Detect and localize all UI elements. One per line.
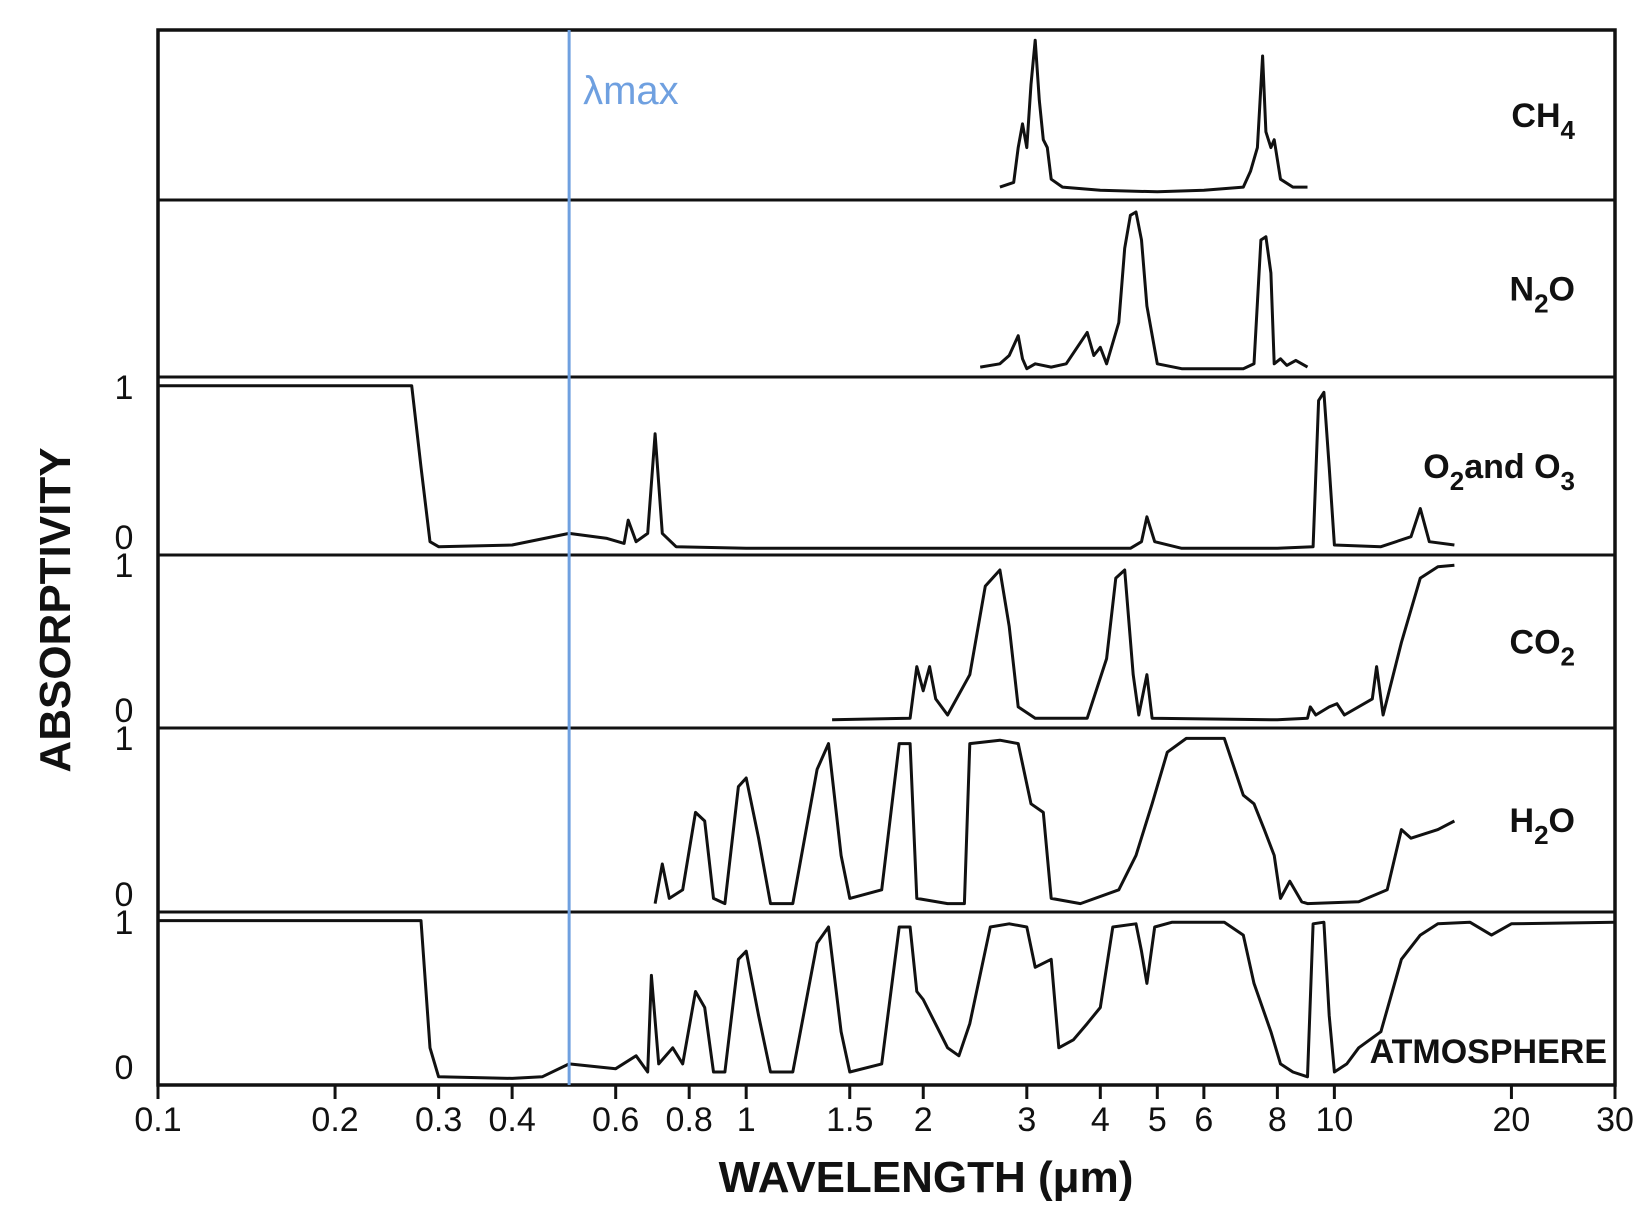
panel-axis-label: 1 [115,547,134,585]
x-tick-label: 3 [1017,1101,1036,1139]
x-tick-label: 0.8 [666,1101,713,1139]
x-tick-label: 10 [1315,1101,1353,1139]
x-axis-ticks: 0.1 0.2 0.3 0.4 0.6 0.8 1 1.5 2 3 4 5 6 8 10 20 30 [134,1085,1634,1139]
panel-axis-label: 0 [115,876,134,914]
panel-axis-label: 1 [115,369,134,407]
panel-label-h2o: H2O [1510,802,1575,850]
x-tick-label: 1 [737,1101,756,1139]
panel-axis-label: 0 [115,519,134,557]
panel-axis-label: 0 [115,692,134,730]
x-tick-label: 8 [1268,1101,1287,1139]
x-tick-label: 6 [1194,1101,1213,1139]
x-tick-label: 30 [1596,1101,1634,1139]
x-tick-label: 0.3 [415,1101,462,1139]
panel-axis-label: 0 [115,1049,134,1087]
x-tick-label: 0.4 [488,1101,535,1139]
panel-label-o2-and-o3: O2and O3 [1423,448,1575,496]
series-line-atmosphere [158,919,1616,1080]
series-line-n2o [979,210,1309,371]
panel-frames [156,28,1617,1087]
x-tick-label: 0.6 [592,1101,639,1139]
x-tick-label: 20 [1493,1101,1531,1139]
x-tick-label: 0.2 [311,1101,358,1139]
series-line-ch4 [999,38,1308,194]
x-tick-label: 4 [1091,1101,1110,1139]
x-tick-label: 2 [914,1101,933,1139]
panel-axis-label: 1 [115,904,134,942]
x-tick-label: 5 [1148,1101,1167,1139]
panel-label-atmosphere: ATMOSPHERE [1370,1033,1607,1071]
panel-label-n2o: N2O [1510,271,1575,319]
series-line-co2 [832,563,1455,722]
panel-labels: CH4 N2O O2and O3 CO2 H2O ATMOSPHERE [1370,97,1607,1071]
y-axis-title: ABSORPTIVITY [31,447,80,772]
lambda-max-label: λmax [583,69,679,113]
series-curves [158,38,1616,1080]
series-line-o2-and-o3 [158,384,1455,550]
series-line-h2o [653,736,1456,906]
panel-label-ch4: CH4 [1511,97,1575,145]
x-tick-label: 1.5 [826,1101,873,1139]
panel-axis-label: 1 [115,720,134,758]
panel-label-co2: CO2 [1510,624,1575,672]
plot-border [156,28,1617,1087]
lambda-max-annotation: λmax [567,30,679,1085]
x-tick-label: 0.1 [134,1101,181,1139]
x-axis-title: WAVELENGTH (μm) [719,1153,1134,1202]
